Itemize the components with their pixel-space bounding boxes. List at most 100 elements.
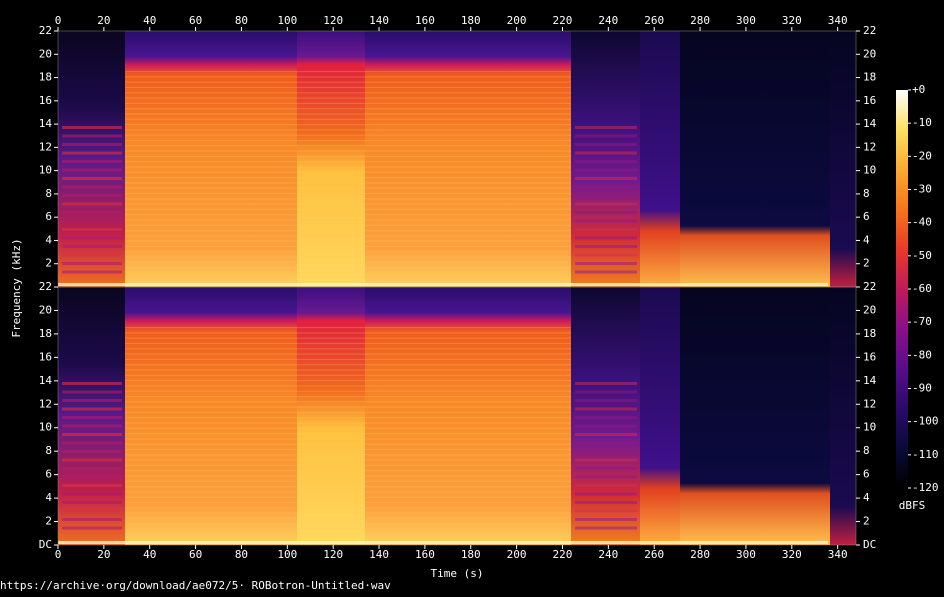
x-tick-label: 300 [736, 14, 756, 27]
y-tick-label: 8 [45, 187, 52, 200]
x-tick-label: 200 [507, 14, 527, 27]
spectrogram-harmonic [125, 533, 571, 535]
y-tick-label: 16 [39, 94, 52, 107]
x-tick-label: 100 [277, 14, 297, 27]
spectrogram-region [125, 31, 297, 287]
spectrogram-harmonic [125, 443, 571, 445]
x-tick-label: 280 [690, 14, 710, 27]
x-tick-label: 260 [644, 14, 664, 27]
x-tick-label: 0 [55, 548, 62, 561]
spectrogram-stripe [575, 194, 637, 197]
spectrogram-stripe [62, 399, 122, 402]
y-tick-label: 12 [39, 397, 52, 410]
spectrogram-stripe [575, 518, 637, 521]
spectrogram-stripe [575, 501, 637, 504]
x-tick-label: 80 [235, 548, 248, 561]
y-tick-label: 14 [39, 374, 53, 387]
y-tick-label: 2 [45, 257, 52, 270]
x-tick-label: 180 [461, 548, 481, 561]
spectrogram-harmonic [125, 464, 571, 466]
y-tick-label: 12 [863, 140, 876, 153]
spectrogram-stripe [62, 433, 122, 436]
y-tick-label: 2 [45, 515, 52, 528]
spectrogram-harmonic [125, 332, 571, 334]
spectrogram-harmonic [125, 480, 571, 482]
spectrogram-edge [58, 283, 828, 286]
x-axis-label: Time (s) [431, 567, 484, 580]
colorbar-tick-label: -10 [912, 116, 932, 129]
spectrogram-harmonic [125, 459, 571, 461]
y-tick-label: DC [39, 538, 52, 551]
y-tick-label: 4 [45, 233, 52, 246]
spectrogram-harmonic [125, 71, 571, 73]
spectrogram-stripe [575, 151, 637, 155]
colorbar-tick-label: -30 [912, 183, 932, 196]
spectrogram-harmonic [125, 139, 571, 142]
spectrogram-stripe [62, 151, 122, 155]
spectrogram-stripe [575, 407, 637, 411]
y-tick-label: 16 [39, 350, 52, 363]
spectrogram-harmonic [125, 342, 571, 345]
spectrogram-harmonic [125, 390, 571, 392]
spectrogram-harmonic [125, 395, 571, 398]
x-tick-label: 200 [507, 548, 527, 561]
spectrogram-stripe [575, 382, 637, 385]
spectrogram-harmonic [125, 240, 571, 242]
spectrogram-stripe [62, 126, 122, 129]
x-tick-label: 140 [369, 14, 389, 27]
y-tick-label: 20 [39, 303, 52, 316]
spectrogram-edge [58, 541, 828, 544]
y-tick-label: 16 [863, 350, 876, 363]
spectrogram-harmonic [125, 198, 571, 200]
x-tick-label: 180 [461, 14, 481, 27]
spectrogram-harmonic [125, 108, 571, 110]
spectrogram-stripe [575, 416, 637, 419]
spectrogram-harmonic [125, 470, 571, 472]
spectrogram-harmonic [125, 374, 571, 376]
spectrogram-harmonic [125, 81, 571, 83]
colorbar-tick-label: +0 [912, 83, 925, 96]
spectrogram-stripe [575, 526, 637, 530]
spectrogram-harmonic [125, 496, 571, 498]
spectrogram-stripe [62, 492, 122, 496]
spectrogram-region [640, 287, 680, 545]
y-axis-label: Frequency (kHz) [10, 238, 23, 337]
x-tick-label: 340 [828, 548, 848, 561]
spectrogram-harmonic [125, 92, 571, 94]
spectrogram-region [640, 31, 680, 287]
x-tick-label: 0 [55, 14, 62, 27]
x-tick-label: 80 [235, 14, 248, 27]
spectrogram-stripe [62, 202, 122, 206]
spectrogram-stripe [62, 270, 122, 274]
spectrogram-harmonic [125, 364, 571, 366]
colorbar-tick-label: -50 [912, 249, 932, 262]
x-tick-label: 240 [598, 14, 618, 27]
y-tick-label: 2 [863, 257, 870, 270]
spectrogram-stripe [62, 236, 122, 240]
spectrogram-harmonic [125, 161, 571, 163]
x-tick-label: 60 [189, 548, 202, 561]
spectrogram-stripe [62, 501, 122, 504]
x-tick-label: 140 [369, 548, 389, 561]
spectrogram-harmonic [125, 486, 571, 488]
y-tick-label: 22 [863, 24, 876, 37]
y-tick-label: 10 [863, 164, 876, 177]
spectrogram-harmonic [125, 261, 571, 263]
y-tick-label: 6 [863, 210, 870, 223]
spectrogram-harmonic [125, 348, 571, 350]
y-tick-label: 12 [39, 140, 52, 153]
spectrogram-stripe [575, 424, 637, 428]
spectrogram-harmonic [125, 118, 571, 120]
spectrogram-stripe [575, 433, 637, 436]
spectrogram-harmonic [125, 448, 571, 451]
spectrogram-stripe [62, 484, 122, 487]
spectrogram-region [365, 287, 571, 545]
y-tick-label: 18 [863, 327, 876, 340]
colorbar-tick-label: -100 [912, 415, 939, 428]
spectrogram-region [297, 287, 365, 545]
spectrogram-stripe [62, 518, 122, 521]
colorbar-tick-label: -40 [912, 216, 932, 229]
spectrogram-stripe [62, 262, 122, 265]
spectrogram-harmonic [125, 406, 571, 408]
spectrogram-harmonic [125, 224, 571, 226]
